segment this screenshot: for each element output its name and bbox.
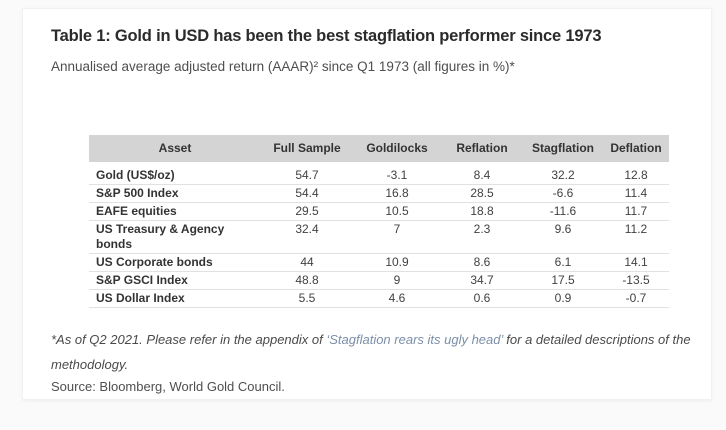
- value-cell: -11.6: [523, 202, 603, 221]
- value-cell: 16.8: [353, 184, 441, 203]
- column-header-stagflation: Stagflation: [523, 135, 603, 167]
- value-cell: 2.3: [441, 220, 523, 254]
- table-row: EAFE equities 29.5 10.5 18.8 -11.6 11.7: [89, 202, 669, 221]
- value-cell: 28.5: [441, 184, 523, 203]
- footnote-text-suffix: for a detailed descriptions of the metho…: [51, 332, 691, 372]
- column-header-deflation: Deflation: [603, 135, 669, 167]
- table-row: S&P 500 Index 54.4 16.8 28.5 -6.6 11.4: [89, 184, 669, 203]
- value-cell: -6.6: [523, 184, 603, 203]
- source-attribution: Source: Bloomberg, World Gold Council.: [51, 379, 285, 394]
- value-cell: 4.6: [353, 289, 441, 308]
- asset-name-cell: US Dollar Index: [89, 289, 261, 308]
- column-header-reflation: Reflation: [441, 135, 523, 167]
- value-cell: 48.8: [261, 271, 353, 290]
- value-cell: 9: [353, 271, 441, 290]
- value-cell: 18.8: [441, 202, 523, 221]
- value-cell: 32.4: [261, 220, 353, 254]
- value-cell: 0.6: [441, 289, 523, 308]
- footnote-text-prefix: *As of Q2 2021. Please refer in the appe…: [51, 332, 327, 347]
- column-header-goldilocks: Goldilocks: [353, 135, 441, 167]
- table-header-row: Asset Full Sample Goldilocks Reflation S…: [89, 135, 669, 167]
- value-cell: 14.1: [603, 253, 669, 272]
- table-row: Gold (US$/oz) 54.7 -3.1 8.4 32.2 12.8: [89, 163, 669, 185]
- asset-name-cell: S&P 500 Index: [89, 184, 261, 203]
- value-cell: 11.2: [603, 220, 669, 254]
- table-row: US Dollar Index 5.5 4.6 0.6 0.9 -0.7: [89, 289, 669, 308]
- value-cell: 17.5: [523, 271, 603, 290]
- table-row: US Corporate bonds 44 10.9 8.6 6.1 14.1: [89, 253, 669, 272]
- value-cell: 0.9: [523, 289, 603, 308]
- asset-name-cell: EAFE equities: [89, 202, 261, 221]
- value-cell: 8.4: [441, 163, 523, 185]
- value-cell: -0.7: [603, 289, 669, 308]
- returns-table: Asset Full Sample Goldilocks Reflation S…: [89, 135, 669, 308]
- value-cell: 54.4: [261, 184, 353, 203]
- table-row: US Treasury & Agency bonds 32.4 7 2.3 9.…: [89, 220, 669, 254]
- value-cell: -3.1: [353, 163, 441, 185]
- value-cell: 10.9: [353, 253, 441, 272]
- table-title: Table 1: Gold in USD has been the best s…: [51, 27, 602, 45]
- value-cell: 6.1: [523, 253, 603, 272]
- value-cell: 12.8: [603, 163, 669, 185]
- value-cell: 29.5: [261, 202, 353, 221]
- asset-name-cell: Gold (US$/oz): [89, 163, 261, 185]
- column-header-asset: Asset: [89, 135, 261, 167]
- value-cell: 32.2: [523, 163, 603, 185]
- value-cell: 34.7: [441, 271, 523, 290]
- table-subtitle: Annualised average adjusted return (AAAR…: [51, 59, 515, 74]
- value-cell: -13.5: [603, 271, 669, 290]
- table-row: S&P GSCI Index 48.8 9 34.7 17.5 -13.5: [89, 271, 669, 290]
- value-cell: 10.5: [353, 202, 441, 221]
- value-cell: 5.5: [261, 289, 353, 308]
- footnote-link[interactable]: ‘Stagflation rears its ugly head’: [326, 332, 503, 347]
- asset-name-cell: US Treasury & Agency bonds: [89, 220, 261, 254]
- column-header-full-sample: Full Sample: [261, 135, 353, 167]
- value-cell: 44: [261, 253, 353, 272]
- value-cell: 11.4: [603, 184, 669, 203]
- asset-name-cell: US Corporate bonds: [89, 253, 261, 272]
- asset-name-cell: S&P GSCI Index: [89, 271, 261, 290]
- value-cell: 7: [353, 220, 441, 254]
- content-card: Table 1: Gold in USD has been the best s…: [22, 8, 712, 400]
- value-cell: 54.7: [261, 163, 353, 185]
- value-cell: 11.7: [603, 202, 669, 221]
- value-cell: 9.6: [523, 220, 603, 254]
- value-cell: 8.6: [441, 253, 523, 272]
- footnote: *As of Q2 2021. Please refer in the appe…: [51, 327, 709, 377]
